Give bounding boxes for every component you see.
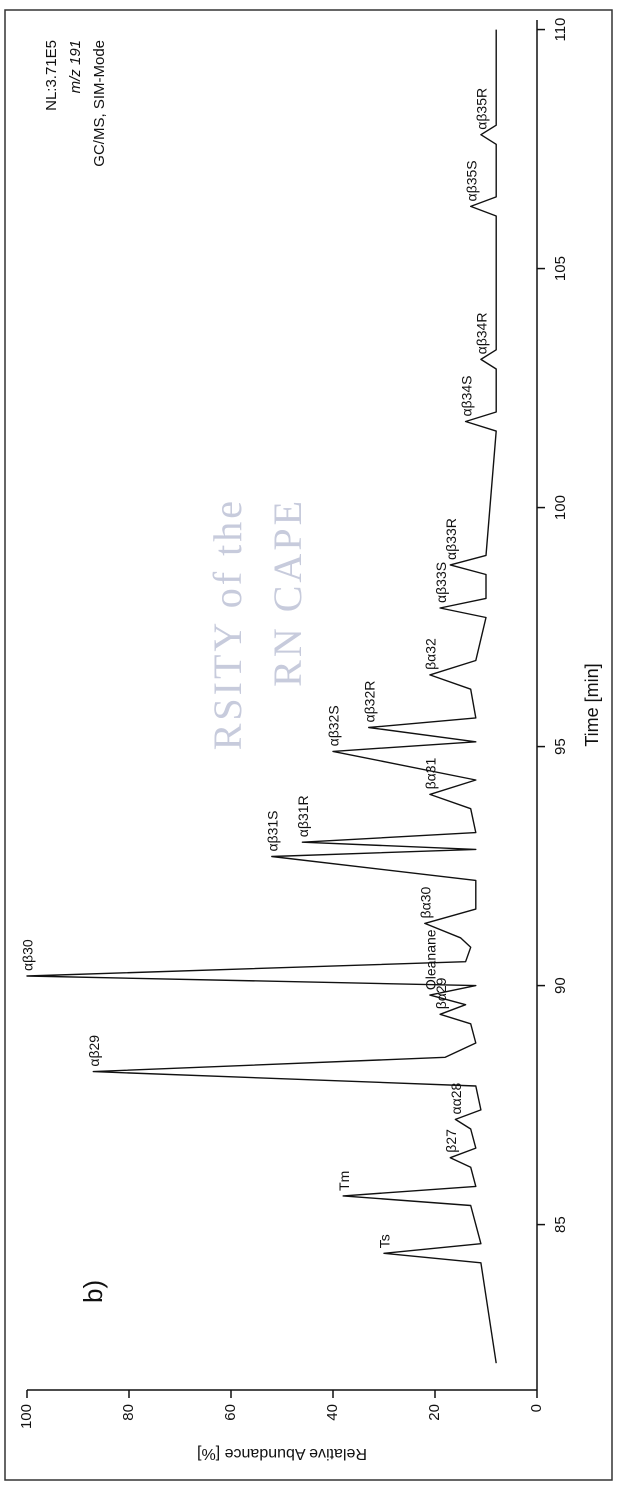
x-tick-label: 85	[552, 1216, 569, 1233]
y-tick-label: 60	[222, 1404, 239, 1421]
chart-frame: 0 20 40 60 80 100 85 90 95 100 105 110 Time [min] Rel…	[4, 9, 613, 1481]
y-tick-label: 100	[18, 1404, 35, 1429]
y-tick-label: 40	[324, 1404, 341, 1421]
peak-label: αβ35S	[463, 160, 479, 201]
info-text: NL:3.71E5	[43, 40, 60, 111]
peak-label: αβ30	[20, 939, 36, 971]
peak-label: αβ31R	[295, 795, 311, 837]
peak-label: βα30	[418, 887, 434, 919]
peak-label: αα28	[448, 1082, 464, 1114]
peak-label: αβ33R	[443, 518, 459, 560]
watermark: RN CAPE	[265, 498, 310, 687]
peak-label: Ts	[377, 1234, 393, 1248]
peak-label: αβ29	[86, 1035, 102, 1067]
y-tick-label: 0	[528, 1404, 545, 1412]
peak-label: β27	[443, 1129, 459, 1153]
info-text: m/z 191	[67, 40, 84, 93]
info-text: GC/MS, SIM-Mode	[91, 40, 108, 167]
peak-label: αβ35R	[474, 88, 490, 130]
peak-label: αβ32R	[361, 681, 377, 723]
y-tick-label: 80	[120, 1404, 137, 1421]
y-tick-label: 20	[426, 1404, 443, 1421]
x-tick-label: 105	[552, 256, 569, 281]
peak-label: Tm	[336, 1171, 352, 1191]
x-tick-label: 95	[552, 738, 569, 755]
x-tick-label: 90	[552, 977, 569, 994]
peak-label: Oleanane	[423, 929, 439, 990]
y-axis-title: Relative Abundance [%]	[197, 1445, 367, 1462]
peak-label: βα32	[423, 638, 439, 670]
peak-label: αβ34S	[458, 375, 474, 416]
x-axis-title: Time [min]	[582, 663, 602, 746]
x-tick-label: 100	[552, 495, 569, 520]
peak-label: αβ31S	[265, 810, 281, 851]
peak-label: βα31	[423, 757, 439, 789]
peak-label: αβ32S	[326, 705, 342, 746]
peak-label: αβ33S	[433, 562, 449, 603]
peak-label: αβ34R	[474, 313, 490, 355]
border	[4, 9, 613, 1481]
panel-label: b)	[78, 1280, 108, 1303]
peak-label: βα29	[433, 977, 449, 1009]
x-tick-label: 110	[552, 18, 569, 42]
trace	[26, 29, 497, 1364]
watermark: RSITY of the	[205, 498, 250, 750]
